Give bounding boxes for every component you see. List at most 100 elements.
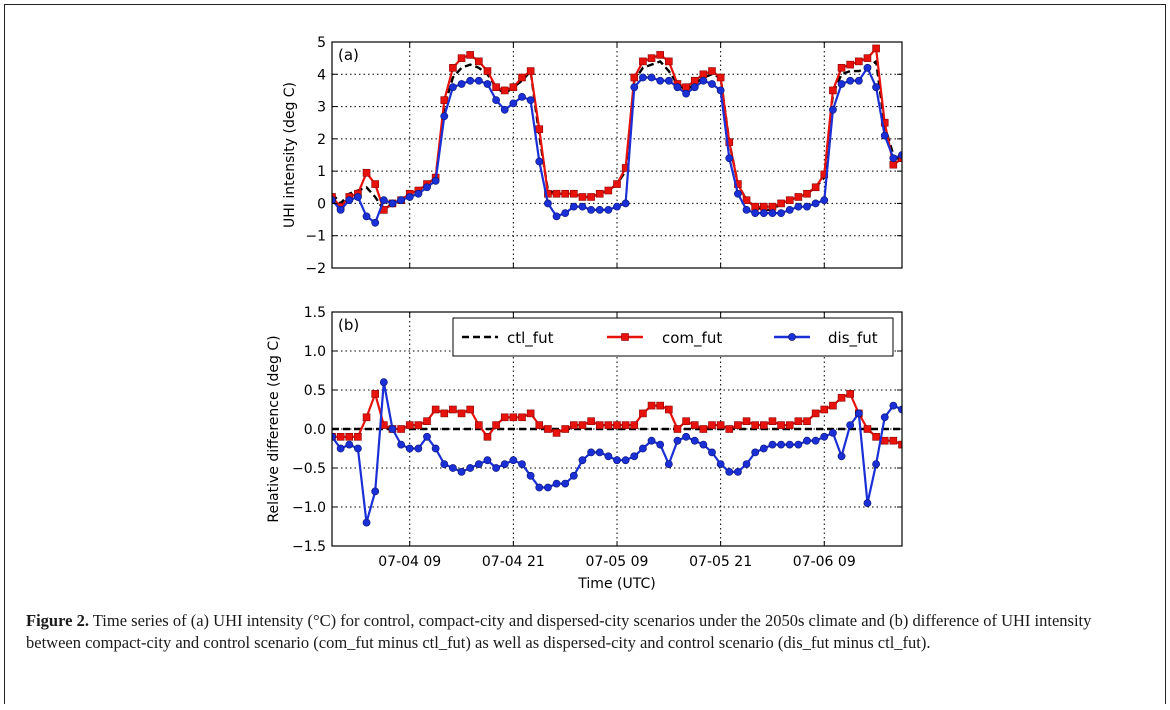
data-point-com_fut	[734, 180, 742, 188]
data-point-dis_fut	[829, 428, 837, 437]
data-point-com_fut	[889, 436, 898, 445]
data-point-com_fut	[475, 421, 483, 429]
data-point-com_fut	[794, 417, 803, 426]
data-point-dis_fut	[345, 196, 354, 205]
data-point-com_fut	[751, 202, 759, 211]
data-point-com_fut	[492, 83, 500, 91]
data-point-com_fut	[483, 67, 492, 75]
data-point-dis_fut	[898, 151, 902, 159]
data-point-dis_fut	[595, 448, 604, 457]
data-point-dis_fut	[561, 209, 570, 218]
data-point-dis_fut	[854, 76, 863, 85]
data-point-dis_fut	[569, 471, 578, 480]
data-point-com_fut	[354, 432, 362, 441]
data-point-dis_fut	[656, 440, 665, 449]
data-point-dis_fut	[561, 479, 570, 488]
data-point-dis_fut	[630, 83, 639, 92]
data-point-dis_fut	[474, 460, 483, 468]
data-point-dis_fut	[708, 80, 716, 88]
data-point-dis_fut	[803, 436, 811, 445]
panel-b: −1.5 −1.0 −0.5 0.0 0.5 1.0 1.5 07-04 09 07-04 21…	[266, 305, 903, 592]
data-point-com_fut	[829, 86, 837, 95]
data-point-com_fut	[803, 189, 811, 198]
data-point-dis_fut	[336, 205, 345, 214]
data-point-com_fut	[708, 67, 716, 75]
data-point-dis_fut	[742, 205, 751, 214]
data-point-com_fut	[449, 64, 457, 72]
series-group	[332, 44, 902, 227]
data-point-com_fut	[846, 390, 854, 398]
legend-marker	[788, 333, 796, 341]
data-point-com_fut	[526, 409, 535, 418]
data-point-dis_fut	[483, 456, 492, 465]
data-point-dis_fut	[483, 80, 492, 88]
data-point-dis_fut	[785, 205, 794, 214]
data-point-dis_fut	[509, 99, 518, 108]
data-point-dis_fut	[457, 80, 466, 88]
data-point-dis_fut	[639, 444, 647, 453]
data-point-com_fut	[777, 199, 785, 208]
data-point-dis_fut	[699, 440, 708, 449]
data-point-com_fut	[699, 425, 708, 433]
data-point-com_fut	[846, 60, 854, 69]
figure-caption: Figure 2. Time series of (a) UHI intensi…	[26, 610, 1146, 654]
caption-label: Figure 2.	[26, 611, 89, 630]
data-point-com_fut	[457, 409, 466, 418]
y-tick-label: −0.5	[292, 461, 326, 477]
data-point-dis_fut	[332, 196, 336, 205]
data-point-dis_fut	[872, 460, 880, 468]
legend-box	[452, 317, 894, 357]
data-point-dis_fut	[656, 76, 665, 85]
x-tick-label: 07-05 09	[586, 554, 649, 570]
data-point-dis_fut	[794, 202, 803, 211]
data-point-com_fut	[431, 405, 440, 414]
data-point-com_fut	[682, 83, 690, 91]
data-point-dis_fut	[354, 193, 362, 201]
data-point-com_fut	[820, 405, 829, 414]
data-point-dis_fut	[811, 199, 820, 208]
panel-a: −2 −1 0 1 2 3 4 5 (a) UHI intensity (deg C)	[282, 35, 903, 277]
data-point-com_fut	[863, 425, 872, 433]
data-point-com_fut	[872, 432, 880, 441]
data-point-dis_fut	[716, 460, 725, 468]
data-point-com_fut	[526, 67, 535, 75]
data-point-com_fut	[587, 417, 595, 426]
data-point-dis_fut	[777, 209, 785, 218]
data-point-dis_fut	[880, 413, 889, 422]
data-point-dis_fut	[664, 460, 673, 468]
data-point-com_fut	[535, 125, 544, 133]
data-point-com_fut	[552, 429, 561, 437]
data-point-dis_fut	[690, 83, 699, 92]
data-point-com_fut	[751, 421, 759, 429]
series-group	[332, 378, 902, 527]
y-tick-label: 4	[317, 67, 326, 83]
data-point-com_fut	[708, 421, 716, 429]
data-point-com_fut	[578, 193, 587, 201]
panel-label: (a)	[338, 46, 359, 64]
data-point-dis_fut	[423, 183, 431, 192]
data-point-com_fut	[509, 413, 518, 422]
data-point-dis_fut	[837, 80, 846, 88]
data-point-com_fut	[734, 421, 742, 429]
data-point-com_fut	[768, 417, 777, 426]
data-point-dis_fut	[829, 105, 837, 114]
data-point-dis_fut	[526, 96, 535, 105]
data-point-dis_fut	[518, 460, 526, 468]
data-point-com_fut	[673, 425, 682, 433]
data-point-dis_fut	[716, 86, 725, 95]
data-point-com_fut	[716, 73, 725, 82]
data-point-com_fut	[829, 401, 837, 410]
data-point-com_fut	[500, 413, 509, 422]
data-point-com_fut	[803, 417, 811, 426]
data-point-com_fut	[492, 421, 500, 429]
data-point-com_fut	[656, 51, 664, 59]
data-point-dis_fut	[846, 76, 855, 85]
data-point-dis_fut	[682, 432, 690, 441]
data-point-dis_fut	[673, 83, 682, 92]
data-point-com_fut	[639, 57, 647, 66]
y-tick-label: 1.0	[304, 344, 326, 360]
data-point-dis_fut	[431, 444, 440, 453]
data-point-dis_fut	[518, 92, 526, 101]
data-point-com_fut	[449, 405, 457, 414]
